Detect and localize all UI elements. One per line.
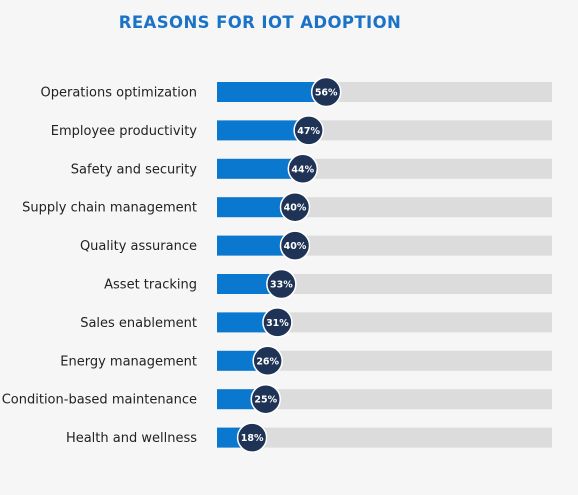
- value-bubble: [287, 153, 319, 185]
- category-label: Condition-based maintenance: [2, 393, 197, 408]
- category-label: Quality assurance: [80, 239, 197, 254]
- bar: [217, 158, 303, 179]
- value-bubble: [310, 76, 342, 108]
- value-label: 47%: [297, 126, 320, 137]
- chart-title: REASONS FOR IOT ADOPTION: [118, 13, 402, 32]
- category-label: Operations optimization: [41, 86, 197, 101]
- bar-track: [217, 350, 552, 371]
- category-label: Supply chain management: [22, 201, 197, 216]
- value-label: 18%: [241, 433, 264, 444]
- value-bubble: [252, 345, 283, 377]
- value-label: 44%: [291, 164, 314, 175]
- bar-track: [217, 427, 552, 448]
- value-bubble: [279, 230, 311, 261]
- bar-track: [217, 274, 552, 294]
- category-label: Energy management: [60, 354, 197, 369]
- value-bubble: [236, 422, 268, 453]
- value-label: 31%: [266, 318, 289, 329]
- category-label: Health and wellness: [66, 431, 197, 446]
- value-bubble: [262, 307, 293, 338]
- bar: [217, 197, 295, 218]
- bar: [217, 274, 282, 294]
- value-bubble: [293, 115, 324, 146]
- value-label: 40%: [284, 203, 307, 214]
- value-bubble: [279, 191, 311, 223]
- category-label: Asset tracking: [104, 278, 197, 293]
- value-label: 40%: [284, 241, 307, 252]
- value-label: 56%: [315, 88, 338, 99]
- value-bubble: [266, 268, 297, 300]
- bar-track: [217, 389, 552, 410]
- value-label: 25%: [254, 395, 277, 406]
- value-label: 26%: [256, 356, 279, 367]
- bar: [217, 120, 309, 141]
- bar-track: [217, 312, 552, 333]
- bar: [217, 235, 295, 256]
- category-label: Safety and security: [71, 162, 198, 177]
- category-label: Sales enablement: [80, 316, 197, 331]
- category-label: Employee productivity: [51, 124, 198, 139]
- bar: [217, 82, 327, 102]
- value-bubble: [250, 383, 281, 415]
- value-label: 33%: [270, 280, 293, 291]
- bar: [217, 312, 278, 333]
